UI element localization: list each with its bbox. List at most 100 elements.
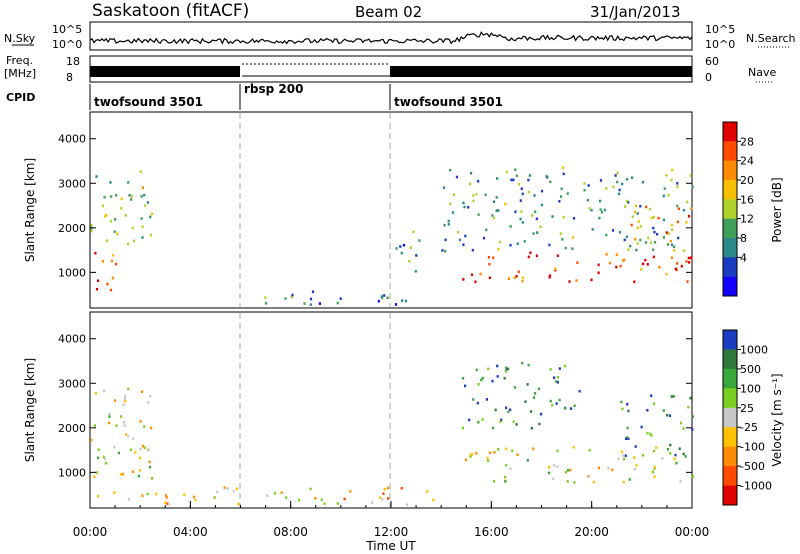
data-cell [485, 228, 488, 232]
data-cell [648, 207, 651, 211]
data-cell [521, 276, 525, 280]
data-cell [497, 247, 500, 251]
data-cell [383, 488, 386, 491]
data-cell [605, 233, 608, 237]
y-tick-label: 2000 [58, 422, 86, 435]
data-cell [110, 195, 113, 198]
data-cell [488, 263, 491, 266]
data-cell [532, 396, 535, 399]
colorbar-tick-label: 25 [740, 402, 754, 415]
freq-band-2 [390, 66, 692, 77]
data-cell [685, 221, 688, 224]
y-tick-label: 1000 [58, 466, 86, 479]
data-cell [484, 193, 487, 197]
data-cell [509, 225, 512, 228]
data-cell [674, 453, 677, 457]
data-cell [120, 197, 123, 201]
data-cell [285, 496, 288, 499]
data-cell [514, 210, 517, 214]
colorbar-tick-label: 20 [740, 174, 754, 187]
data-cell [587, 184, 590, 187]
data-cell [498, 240, 501, 244]
data-cell [121, 472, 125, 476]
data-cell [496, 375, 499, 378]
nave-tick-high: 60 [705, 55, 719, 68]
data-cell [652, 215, 655, 219]
data-cell [111, 254, 115, 257]
data-cell [95, 471, 98, 474]
data-cell [409, 246, 412, 249]
data-cell [564, 406, 567, 410]
data-cell [556, 254, 559, 257]
x-tick-label: 16:00 [474, 525, 509, 539]
data-cell [183, 493, 186, 496]
data-cell [138, 469, 141, 472]
data-cell [619, 264, 622, 268]
data-cell [97, 279, 100, 282]
data-cell [130, 198, 133, 201]
data-cell [139, 420, 142, 423]
data-cell [104, 215, 107, 218]
data-cell [223, 486, 226, 489]
data-cell [95, 175, 98, 178]
cpid-segment-2: rbsp 200 [244, 82, 303, 96]
colorbar-tick-label: 8 [740, 232, 747, 245]
freq-tick-low: 8 [66, 71, 73, 84]
data-cell [469, 453, 472, 456]
data-cell [452, 193, 455, 196]
data-cell [194, 498, 197, 502]
data-cell [470, 273, 474, 276]
data-cell [560, 187, 563, 190]
data-cell [646, 263, 649, 266]
data-cell [615, 265, 618, 269]
data-cell [141, 494, 144, 497]
data-cell [479, 272, 482, 276]
data-cell [477, 179, 480, 183]
data-cell [553, 376, 556, 379]
data-cell [155, 492, 158, 496]
colorbar-swatch [723, 257, 737, 277]
data-cell [682, 452, 685, 456]
data-cell [382, 492, 385, 495]
cpid-label: CPID [6, 91, 35, 104]
data-cell [127, 498, 131, 501]
data-cell [504, 202, 507, 206]
data-cell [684, 455, 687, 458]
data-cell [518, 182, 521, 186]
data-cell [493, 451, 496, 454]
data-cell [607, 466, 610, 470]
data-cell [650, 216, 653, 220]
data-cell [614, 174, 617, 177]
data-cell [631, 215, 634, 218]
data-cell [533, 194, 536, 197]
data-cell [134, 451, 137, 454]
data-cell [496, 364, 499, 368]
data-cell [492, 256, 495, 260]
data-cell [106, 282, 109, 286]
data-cell [652, 255, 655, 259]
data-cell [671, 243, 674, 247]
data-cell [557, 375, 560, 379]
data-cell [590, 208, 593, 212]
data-cell [662, 409, 665, 412]
data-cell [109, 219, 113, 223]
data-cell [102, 455, 105, 459]
freq-panel: Freq. [MHz] 18 8 60 0 Nave [4, 54, 776, 84]
data-cell [101, 204, 105, 208]
data-cell [599, 208, 602, 211]
y-tick-label: 3000 [58, 377, 86, 390]
data-cell [487, 459, 490, 462]
data-cell [640, 268, 643, 271]
colorbar-frame [722, 329, 738, 506]
data-cell [654, 241, 657, 244]
data-cell [481, 418, 484, 421]
data-cell [451, 211, 455, 214]
data-cell [441, 249, 444, 252]
data-cell [658, 265, 661, 269]
data-cell [395, 247, 398, 250]
data-cell [336, 502, 339, 505]
data-cell [509, 408, 512, 412]
data-cell [685, 260, 688, 263]
data-cell [627, 248, 630, 251]
velocity-colorbar: 1000 500 100 25 -25 -100 -500 -1000 [722, 329, 772, 506]
